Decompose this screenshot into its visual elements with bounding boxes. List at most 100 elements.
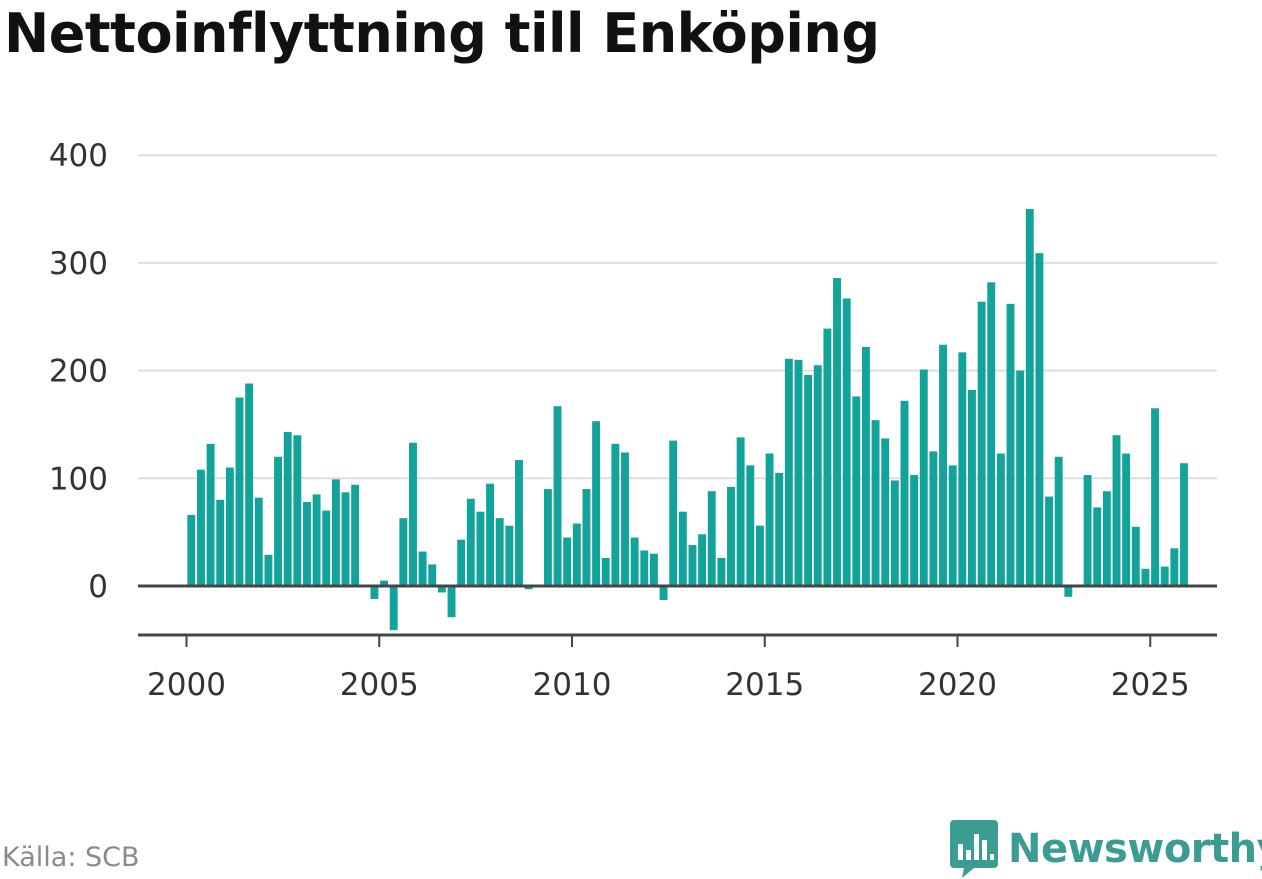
newsworthy-logo-icon	[950, 820, 998, 878]
bar	[611, 443, 620, 586]
bar	[755, 525, 764, 586]
bar	[428, 564, 437, 586]
bar	[919, 369, 928, 586]
bar	[1093, 507, 1102, 586]
bar	[1122, 453, 1131, 586]
bar	[331, 479, 340, 586]
bar	[592, 421, 601, 586]
bar	[968, 389, 976, 586]
bar	[987, 282, 996, 586]
bar	[842, 298, 851, 586]
bar	[457, 539, 466, 586]
bar	[303, 501, 311, 586]
bar	[939, 344, 947, 586]
y-tick-label: 100	[49, 461, 108, 497]
bar	[187, 514, 196, 586]
bar	[871, 420, 880, 586]
bar	[418, 551, 427, 586]
bar	[649, 553, 658, 586]
bar	[447, 586, 456, 618]
x-tick-label: 2025	[1111, 667, 1190, 703]
bar	[1112, 435, 1121, 586]
bar	[833, 277, 841, 586]
bar	[1025, 209, 1034, 587]
bar	[206, 443, 215, 586]
bar	[1035, 253, 1044, 586]
bar	[399, 518, 408, 586]
bar	[380, 580, 389, 586]
x-tick-label: 2000	[147, 667, 226, 703]
bar	[852, 396, 861, 586]
bar	[659, 586, 668, 600]
bar	[495, 518, 504, 586]
bar	[910, 475, 919, 586]
bar	[1160, 566, 1169, 586]
bar	[437, 586, 446, 593]
x-tick-label: 2010	[533, 667, 612, 703]
bar	[1180, 463, 1188, 586]
bar	[669, 440, 678, 586]
bar	[543, 489, 552, 586]
bar	[476, 511, 485, 586]
bar	[707, 491, 716, 586]
brand-logo[interactable]: Newsworthy	[950, 820, 1262, 878]
bar	[264, 554, 273, 586]
bar	[322, 510, 331, 586]
y-tick-label: 400	[49, 138, 108, 174]
bar	[717, 558, 726, 586]
bar	[572, 523, 581, 586]
bar	[813, 365, 822, 586]
bar	[254, 497, 263, 586]
bar	[235, 397, 244, 586]
bar	[1016, 370, 1025, 586]
bar	[1170, 548, 1179, 586]
bar	[727, 486, 735, 586]
bar	[804, 374, 813, 586]
bar	[823, 328, 832, 586]
bar	[274, 456, 282, 586]
bar	[283, 431, 292, 586]
bar	[601, 558, 610, 586]
bar	[1054, 456, 1063, 586]
bar	[466, 498, 475, 586]
y-tick-label: 300	[49, 246, 108, 282]
bar	[861, 346, 870, 586]
bar	[1102, 491, 1111, 586]
bar	[794, 359, 803, 586]
bar	[341, 492, 350, 586]
y-tick-label: 0	[88, 569, 108, 605]
bar	[746, 465, 755, 586]
bar	[958, 352, 967, 586]
bar	[553, 406, 562, 586]
x-tick-label: 2005	[340, 667, 419, 703]
bar	[293, 435, 302, 586]
bar	[996, 453, 1005, 586]
x-tick-label: 2020	[918, 667, 997, 703]
bar	[1064, 586, 1073, 597]
bar	[621, 452, 629, 586]
bar	[890, 480, 899, 586]
bar	[881, 438, 890, 586]
bar	[765, 453, 774, 586]
bar	[688, 545, 697, 586]
bar	[1006, 303, 1015, 586]
bar	[1131, 526, 1140, 586]
bar	[225, 467, 234, 586]
bar	[640, 550, 649, 586]
bar	[216, 499, 225, 586]
chart-title: Nettoinflyttning till Enköping	[4, 2, 880, 65]
bar	[409, 442, 417, 586]
bar	[948, 465, 957, 586]
x-tick-label: 2015	[725, 667, 804, 703]
bar	[630, 537, 639, 586]
bar	[563, 537, 572, 586]
bar	[678, 511, 687, 586]
bar	[977, 301, 986, 586]
bar	[784, 358, 793, 586]
source-label: Källa: SCB	[2, 842, 140, 873]
y-tick-label: 200	[49, 354, 108, 390]
bar	[1141, 568, 1150, 586]
bar	[312, 494, 321, 586]
bar	[582, 489, 591, 586]
